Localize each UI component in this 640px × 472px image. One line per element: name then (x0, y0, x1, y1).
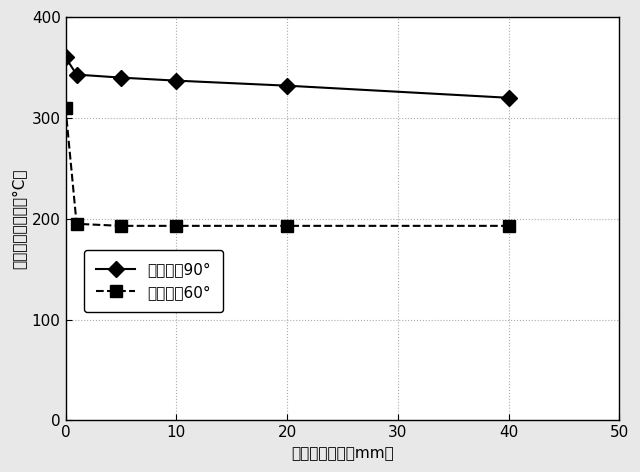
開口角度90° (283, 83, 291, 89)
開口角度60° (172, 223, 180, 228)
Line: 開口角度90°: 開口角度90° (60, 52, 514, 103)
開口角度90° (505, 95, 513, 101)
開口角度90° (73, 72, 81, 77)
開口角度90° (117, 75, 125, 80)
開口角度90° (61, 55, 69, 60)
開口角度90° (172, 78, 180, 84)
開口角度60° (505, 223, 513, 228)
開口角度60° (61, 105, 69, 111)
X-axis label: 緩衝部材厚み（mm）: 緩衝部材厚み（mm） (291, 446, 394, 461)
開口角度60° (117, 223, 125, 228)
開口角度60° (283, 223, 291, 228)
Legend: 開口角度90°, 開口角度60°: 開口角度90°, 開口角度60° (84, 250, 223, 312)
Y-axis label: 素子加熱面温度（°C）: 素子加熱面温度（°C） (11, 169, 26, 269)
開口角度60° (73, 221, 81, 227)
Line: 開口角度60°: 開口角度60° (60, 102, 514, 231)
